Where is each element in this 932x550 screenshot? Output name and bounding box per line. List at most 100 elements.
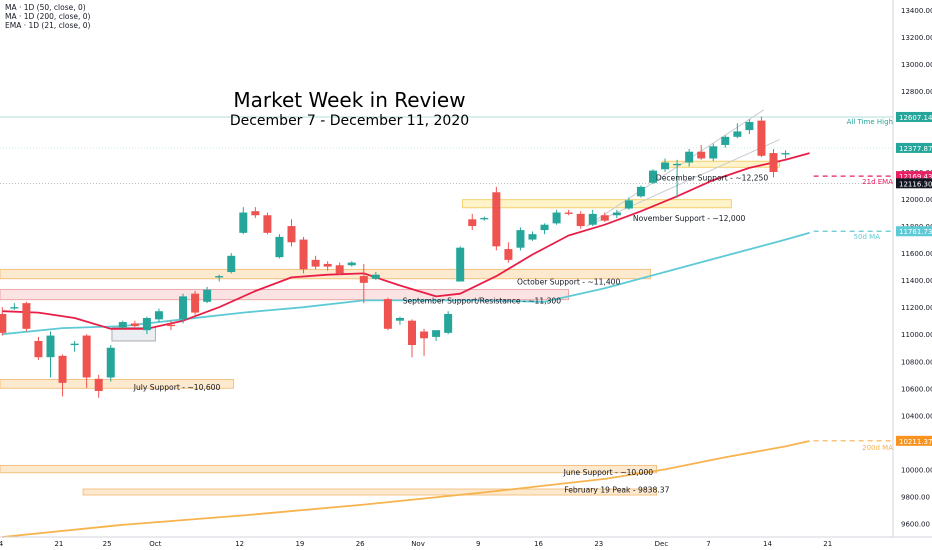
candle-body [22,303,31,329]
candle-body [673,163,682,166]
candle-body [697,151,706,159]
candle-body [251,211,260,216]
x-tick-label: 19 [295,540,304,548]
candle-body [287,226,296,243]
candle-body [576,213,585,227]
y-tick-label: 13000.00 [901,61,932,69]
x-tick-label: 26 [356,540,365,548]
candle-body [624,200,633,209]
support-zone [82,488,658,496]
x-tick-label: 23 [594,540,603,548]
x-tick-label: 9 [476,540,480,548]
x-tick-label: Oct [149,540,161,548]
candle-body [612,212,621,216]
candle-body [588,213,597,225]
candle-body [504,249,513,260]
zone-label: October Support - ~11,400 [517,277,620,286]
legend-ema21: EMA · 1D (21, close, 0) [5,21,91,30]
candle-body [781,153,790,155]
candle-body [323,263,332,267]
candle-body [480,217,489,220]
grid: All Time High [0,116,893,184]
candle-body [540,224,549,231]
y-tick-label: 10800.00 [901,358,932,366]
candle-body [46,335,55,358]
candle-body [685,151,694,163]
x-tick-label: 25 [103,540,112,548]
price-tag [896,435,932,446]
candle-body [492,192,501,247]
moving-averages: 21d EMA 50d MA 200d MA [2,152,893,538]
ath-label: All Time High [847,118,893,126]
candle-body [58,355,67,383]
legend-ma50: MA · 1D (50, close, 0) [5,3,86,12]
y-tick-label: 11600.00 [901,250,932,258]
zone-label: February 19 Peak - 9838.37 [564,486,669,495]
candle-body [142,317,151,331]
candle-body [395,317,404,321]
candle-body [299,239,308,270]
candle-body [179,296,188,320]
y-tick-label: 9800.00 [901,493,930,501]
support-zone [0,379,235,389]
candle-body [661,162,670,170]
candle-body [600,215,609,221]
price-tag [896,226,932,237]
candle-body [203,289,212,302]
ma50-line [2,231,810,336]
channel-lower-line [586,139,780,227]
y-tick-label: 10000.00 [901,466,932,474]
support-zone [462,199,732,209]
candle-body [347,262,356,266]
x-tick-label: 16 [534,540,543,548]
candle-body [456,247,465,282]
y-tick-label: 10400.00 [901,412,932,420]
zone-label: June Support - ~10,000 [563,468,654,477]
y-tick-label: 11000.00 [901,331,932,339]
candle-body [106,347,115,378]
x-tick-label: 14 [0,540,4,548]
legend-ma200: MA · 1D (200, close, 0) [5,12,91,21]
y-tick-label: 12000.00 [901,196,932,204]
candle-body [769,153,778,172]
candle-body [275,236,284,258]
candle-body [528,234,537,240]
candle-body [636,186,645,197]
price-tag [896,171,932,182]
candle-body [444,313,453,333]
candles [0,116,790,398]
candle-body [94,378,103,391]
candle-body [227,255,236,273]
candle-body [34,340,43,358]
candle-body [311,259,320,267]
candle-body [757,120,766,156]
zone-label: November Support - ~12,000 [633,214,746,223]
support-zone [0,289,570,301]
candle-body [649,170,657,183]
candle-body [432,330,441,337]
x-tick-label: 14 [763,540,772,548]
candle-body [335,265,344,274]
channel-upper-line [586,109,765,227]
candle-body [191,293,200,313]
y-tick-label: 10600.00 [901,385,932,393]
x-tick-label: 7 [706,540,710,548]
candle-body [82,335,91,378]
candle-body [408,320,416,346]
price-tag [896,142,932,153]
candle-body [468,219,477,227]
candle-body [215,276,224,278]
price-tag-label: 12377.87 [899,145,932,153]
candle-body [709,146,718,159]
y-tick-label: 11200.00 [901,304,932,312]
price-tag [896,178,932,189]
candle-body [130,323,139,327]
ema21-line [2,152,810,330]
price-tag [896,111,932,122]
ema21-label: 21d EMA [862,178,893,186]
y-tick-label: 13400.00 [901,7,932,15]
chart-title-block: Market Week in Review December 7 - Decem… [212,88,487,130]
candle-body [10,307,19,309]
